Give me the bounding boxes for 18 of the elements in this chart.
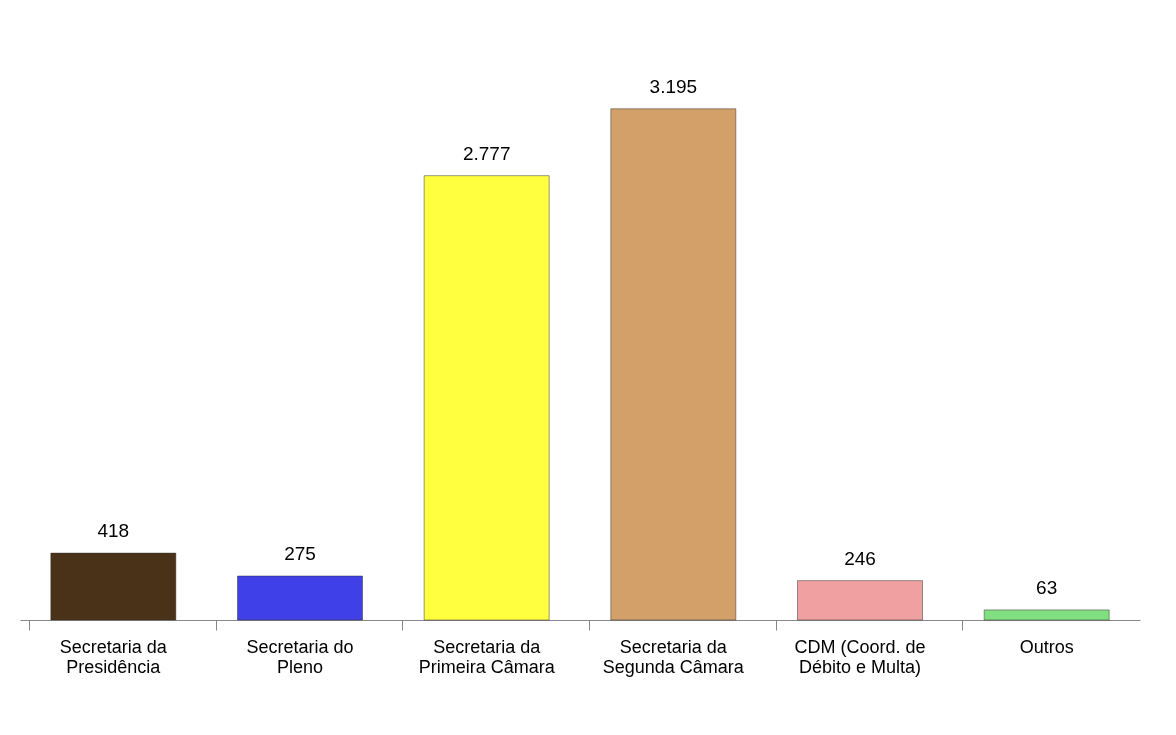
bar [797, 580, 923, 621]
x-tick-label: Secretaria do Pleno [246, 636, 354, 677]
data-label: 63 [1036, 576, 1058, 598]
bar [50, 552, 177, 621]
x-tick-label: Secretaria da Primeira Câmara [418, 636, 556, 677]
data-label: 246 [844, 547, 876, 569]
bar [983, 609, 1110, 621]
data-label: 3.195 [649, 75, 698, 97]
x-tick-label: CDM (Coord. de Débito e Multa) [794, 636, 926, 677]
data-label: 418 [97, 520, 130, 542]
x-tick-label: Secretaria da Segunda Câmara [602, 636, 745, 677]
x-tick-label: Outros [1019, 636, 1074, 657]
data-label: 275 [284, 543, 316, 564]
data-label: 2.777 [462, 142, 511, 164]
bar [423, 175, 550, 621]
x-tick-label: Secretaria da Presidência [59, 636, 168, 677]
bar [237, 575, 363, 621]
bar [610, 108, 737, 621]
